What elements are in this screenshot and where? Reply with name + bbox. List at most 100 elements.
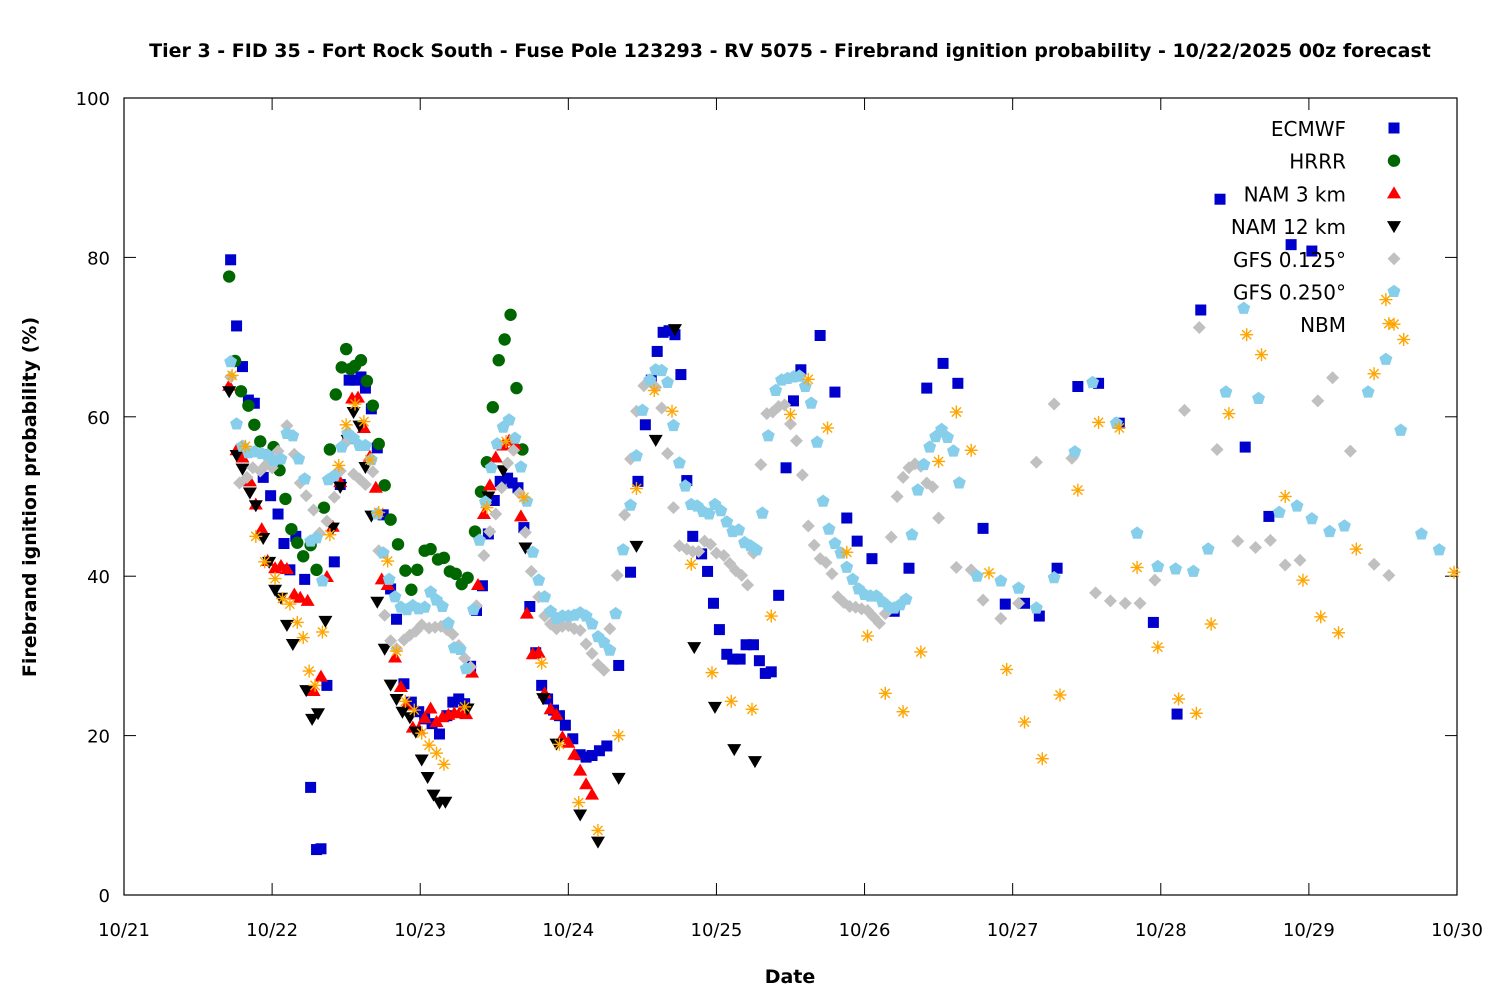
legend-item: NAM 3 km	[1244, 182, 1401, 206]
data-point	[449, 567, 462, 581]
data-point	[549, 707, 564, 720]
data-point	[618, 508, 632, 522]
data-point	[613, 659, 625, 671]
data-point	[721, 648, 733, 660]
data-point	[447, 696, 459, 708]
data-point	[580, 751, 592, 763]
data-point	[420, 772, 435, 785]
data-point	[486, 401, 499, 414]
data-point	[825, 567, 839, 581]
legend-item: NAM 12 km	[1231, 215, 1401, 239]
data-point	[325, 522, 340, 535]
data-point	[579, 637, 593, 651]
data-point	[735, 568, 749, 582]
data-point	[222, 270, 236, 283]
data-point	[370, 596, 385, 609]
data-point	[1447, 565, 1461, 579]
data-point	[970, 569, 984, 582]
y-axis: 0 20 40 60 80 100	[76, 89, 1457, 907]
data-point	[846, 572, 860, 585]
data-point	[559, 719, 571, 731]
data-point	[667, 324, 682, 337]
data-point	[504, 308, 517, 321]
x-tick-label: 10/30	[1431, 920, 1483, 941]
data-point	[1394, 423, 1408, 436]
data-point	[651, 345, 663, 357]
data-point	[1231, 534, 1245, 548]
data-point	[441, 616, 455, 629]
data-point	[597, 635, 611, 648]
data-point	[335, 440, 349, 453]
data-point	[391, 613, 403, 625]
data-point	[574, 749, 586, 761]
data-point	[405, 583, 418, 596]
data-point	[310, 563, 323, 577]
data-point	[745, 702, 759, 716]
data-point	[315, 843, 327, 855]
data-point	[851, 535, 863, 547]
data-point	[872, 616, 886, 630]
data-point	[488, 450, 503, 463]
data-point	[302, 664, 316, 678]
data-point	[526, 545, 540, 558]
data-point	[747, 756, 762, 769]
data-point	[272, 508, 284, 520]
data-point	[315, 625, 329, 639]
data-point	[552, 737, 566, 751]
data-point	[911, 483, 925, 496]
data-point	[542, 693, 554, 705]
data-point	[590, 836, 605, 849]
data-point	[982, 566, 996, 580]
x-tick-label: 10/25	[691, 920, 743, 941]
data-point	[630, 449, 643, 462]
data-point	[484, 461, 498, 474]
data-point	[368, 480, 383, 493]
data-point	[538, 590, 552, 603]
data-point	[795, 468, 809, 482]
legend-marker-icon	[1387, 186, 1401, 199]
data-point	[402, 712, 417, 725]
legend-marker-icon	[1387, 317, 1401, 331]
data-point	[254, 435, 267, 448]
data-point	[291, 536, 304, 549]
data-point	[488, 494, 500, 506]
data-point	[764, 609, 778, 623]
data-point	[279, 562, 294, 575]
data-point	[1332, 626, 1346, 640]
legend-marker-icon	[1388, 122, 1400, 134]
data-point	[531, 645, 546, 658]
data-point	[382, 572, 396, 585]
data-point	[359, 438, 372, 451]
data-point	[819, 556, 833, 570]
data-point	[1047, 397, 1061, 411]
data-point	[807, 538, 821, 552]
data-point	[727, 653, 739, 665]
data-point	[430, 746, 444, 760]
data-point	[478, 495, 492, 508]
data-point	[657, 326, 669, 338]
data-point	[804, 396, 818, 409]
data-point	[1018, 715, 1032, 729]
data-point	[483, 525, 497, 539]
data-point	[1012, 581, 1026, 594]
data-point	[327, 490, 341, 504]
data-point	[348, 397, 362, 411]
data-point	[1047, 571, 1061, 584]
data-points	[222, 193, 1461, 856]
data-point	[994, 574, 1008, 587]
data-point	[1029, 455, 1043, 469]
data-point	[1072, 381, 1084, 393]
data-point	[384, 513, 397, 526]
data-point	[480, 501, 494, 515]
data-point	[625, 566, 637, 578]
data-point	[1323, 524, 1337, 538]
data-point	[780, 462, 792, 474]
data-point	[411, 563, 424, 577]
data-point	[666, 501, 680, 515]
legend-item: HRRR	[1289, 150, 1401, 174]
data-point	[506, 477, 518, 489]
data-point	[661, 446, 675, 460]
data-point	[524, 564, 538, 578]
data-point	[231, 320, 243, 332]
plot-border	[123, 97, 1458, 896]
